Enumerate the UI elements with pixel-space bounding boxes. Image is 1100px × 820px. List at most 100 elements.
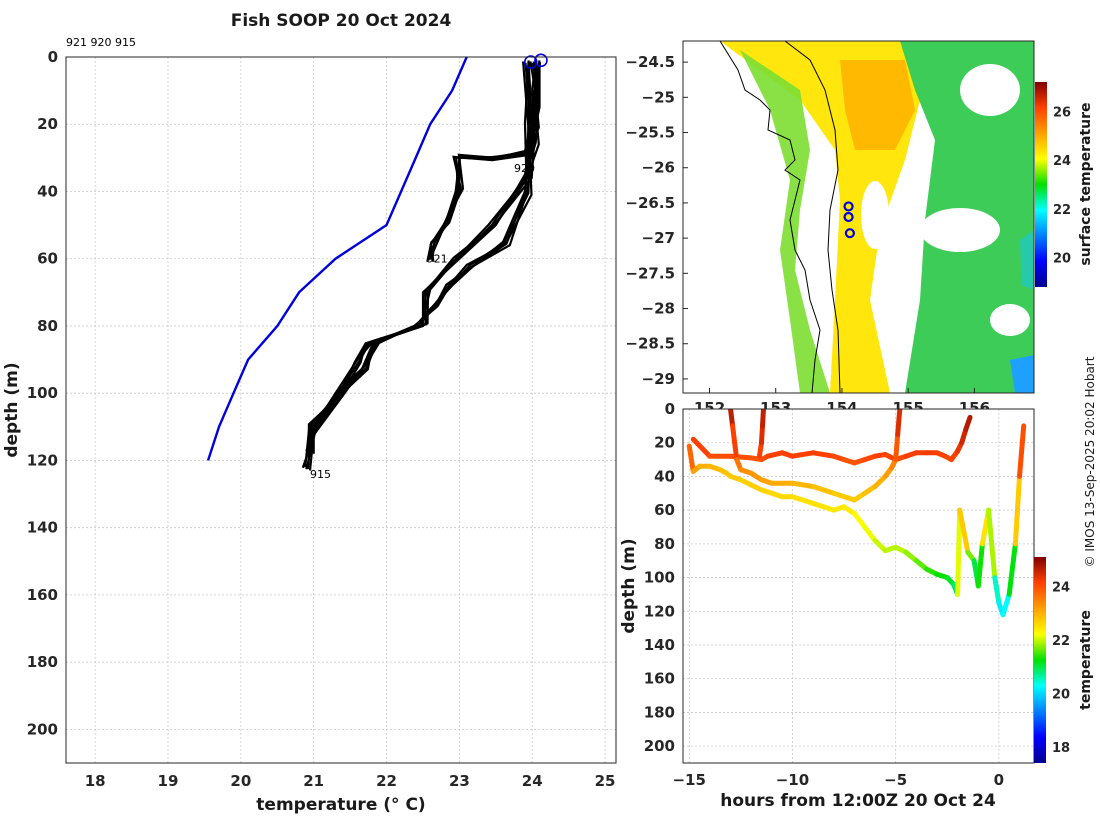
profile-line-915: [306, 62, 532, 470]
profile-ylabel: depth (m): [2, 362, 22, 457]
sst-colorbar-tick-label: 20: [1053, 252, 1071, 267]
sst-y-tick-label: −28: [642, 300, 675, 318]
profile-line-921: [427, 62, 538, 261]
section-track-a-segment: [851, 511, 868, 530]
sst-orange-core: [840, 60, 915, 150]
section-x-tick-label: 0: [994, 771, 1004, 789]
section-track-c-segment: [831, 490, 857, 503]
temperature-colorbar: [1034, 557, 1046, 763]
sst-colorbar-tick-label: 22: [1053, 203, 1071, 218]
profile-y-tick-label: 80: [37, 317, 58, 335]
sst-station-marker: [843, 211, 854, 223]
sst-y-tick-label: −27.5: [625, 264, 675, 282]
profile-y-tick-label: 20: [37, 115, 58, 133]
sst-blue-patch: [1010, 355, 1034, 393]
sst-cloud-gaps: [683, 50, 1030, 390]
figure-title: Fish SOOP 20 Oct 2024: [231, 11, 452, 31]
profile-plot: 921 920 915 18 19 20 21 22 23 24 25 0 20 40 60 80 100 12…: [2, 48, 617, 815]
section-track-c-segment: [730, 423, 740, 463]
sst-coastal-green: [740, 50, 830, 393]
profile-series: 921 920 915: [206, 53, 548, 481]
section-track-a-segment: [686, 443, 696, 474]
profile-line-915: [308, 63, 534, 471]
temperature-colorbar-label: temperature: [1078, 610, 1094, 710]
sst-y-tick-label: −24.5: [625, 53, 675, 71]
section-track-b-segment: [963, 414, 973, 432]
temperature-colorbar-tick-label: 20: [1052, 687, 1070, 702]
profile-y-tick-label: 0: [48, 48, 58, 66]
section-track-a-segment: [955, 507, 963, 597]
profile-y-tick-label: 40: [37, 182, 58, 200]
credit-text: © IMOS 13-Sep-2025 20:02 Hobart: [1083, 356, 1097, 567]
profile-x-tick-label: 25: [595, 772, 616, 790]
section-track-a-segment: [975, 541, 985, 589]
profile-y-tick-label: 60: [37, 250, 58, 268]
profile-y-tick-label: 120: [27, 451, 58, 469]
profile-series-label: 915: [310, 468, 331, 481]
section-track-a-segment: [1000, 591, 1012, 618]
section-y-tick-label: 100: [644, 569, 675, 587]
section-y-tick-label: 160: [644, 670, 675, 688]
temperature-colorbar-tick-label: 24: [1052, 580, 1070, 595]
sst-cyan-patch: [1020, 230, 1034, 290]
coastline: [719, 41, 821, 393]
section-track-b-segment: [690, 436, 713, 459]
section-x-tick-label: −5: [884, 771, 907, 789]
section-x-tick-label: −10: [776, 771, 809, 789]
sst-colorbar-tick-label: 26: [1053, 105, 1071, 120]
section-track-d-segment: [760, 409, 766, 429]
profile-ticks: 18 19 20 21 22 23 24 25 0 20 40 60 80 100 120 140 160 180…: [27, 48, 616, 790]
section-track-b-segment: [810, 450, 837, 459]
section-ylabel: depth (m): [619, 538, 639, 633]
profile-line-915: [301, 60, 530, 469]
section-track-c-segment: [789, 480, 816, 489]
sst-y-tick-label: −26.5: [625, 194, 675, 212]
section-track-b-segment: [728, 453, 754, 461]
section-track-c-segment: [810, 484, 837, 496]
sst-colorbar: [1035, 82, 1047, 287]
profile-x-tick-label: 18: [85, 772, 106, 790]
section-y-tick-label: 80: [654, 535, 675, 553]
sst-y-tick-label: −25: [642, 88, 675, 106]
profile-x-tick-label: 24: [522, 772, 543, 790]
profile-y-tick-label: 160: [27, 586, 58, 604]
profile-x-tick-label: 23: [449, 772, 470, 790]
station-ids-label: 921 920 915: [66, 36, 136, 49]
section-track-c-segment: [893, 431, 901, 463]
sst-station-marker: [844, 228, 855, 239]
section-x-tick-label: −15: [672, 771, 705, 789]
section-xlabel: hours from 12:00Z 20 Oct 24: [720, 791, 996, 811]
profile-line-915: [305, 62, 531, 470]
section-track-c-segment: [895, 409, 903, 437]
temperature-colorbar-ticks: 18 20 22 24: [1052, 580, 1070, 756]
profile-surface-marker: [523, 55, 538, 69]
temperature-colorbar-tick-label: 18: [1052, 741, 1070, 756]
sst-station-markers: [843, 201, 855, 239]
profile-xlabel: temperature (° C): [256, 795, 425, 815]
sst-map-ticks: −24.5 −25 −25.5 −26 −26.5 −27 −27.5 −28 −28.5 −29…: [625, 53, 990, 417]
sst-colorbar-ticks: 20 22 24 26: [1053, 105, 1071, 266]
profile-frame: [65, 56, 617, 764]
profile-y-tick-label: 100: [27, 384, 58, 402]
section-track-a-segment: [1017, 423, 1027, 479]
section-track-a-segment: [862, 524, 878, 543]
sst-map-frame: [682, 40, 1035, 394]
sst-y-tick-label: −25.5: [625, 124, 675, 142]
section-track-a-segment: [1006, 541, 1018, 597]
profile-y-tick-label: 140: [27, 519, 58, 537]
sst-y-tick-label: −26: [642, 159, 675, 177]
profile-y-tick-label: 200: [27, 720, 58, 738]
section-track-b-segment: [789, 450, 816, 459]
profile-line-climatology: [206, 56, 468, 461]
section-y-tick-label: 140: [644, 636, 675, 654]
section-y-tick-label: 120: [644, 602, 675, 620]
section-tracks: [686, 409, 1027, 618]
section-y-tick-label: 200: [644, 737, 675, 755]
sst-map-field: [683, 41, 1034, 393]
section-track-a-segment: [1012, 473, 1022, 547]
profile-x-tick-label: 22: [376, 772, 397, 790]
profile-series-label: 920: [514, 162, 535, 175]
section-track-a-segment: [986, 507, 998, 581]
sst-y-tick-label: −28.5: [625, 335, 675, 353]
